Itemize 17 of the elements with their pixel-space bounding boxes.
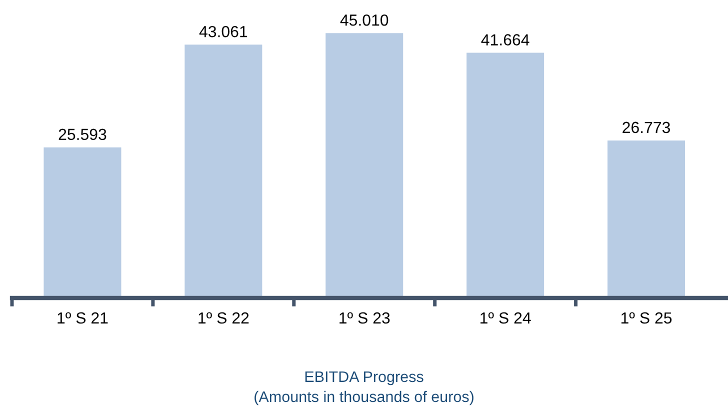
- bar: [607, 140, 686, 298]
- data-label: 41.664: [481, 34, 530, 46]
- x-tick-label: 1º S 24: [480, 312, 531, 324]
- data-label: 45.010: [340, 14, 388, 26]
- text: EBITDA Progress: [305, 371, 424, 386]
- bar: [184, 44, 262, 298]
- x-tick-label: 1º S 22: [198, 312, 249, 324]
- bar: [466, 52, 544, 298]
- bar: [44, 147, 122, 298]
- x-tick-label: 1º S 23: [340, 312, 390, 324]
- data-label: 26.773: [622, 122, 670, 134]
- x-tick-label: 1º S 21: [58, 312, 108, 324]
- text: (Amounts in thousands of euros): [254, 390, 474, 406]
- data-label: 25.593: [58, 128, 106, 140]
- x-tick-label: 1º S 25: [621, 312, 672, 324]
- bar: [326, 33, 404, 298]
- data-label: 43.061: [199, 26, 248, 38]
